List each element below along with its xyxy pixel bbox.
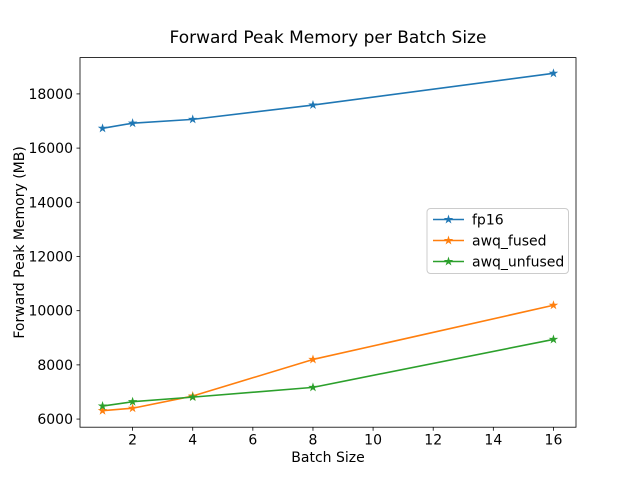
x-axis-label: Batch Size [291,450,364,466]
legend-frame [426,208,569,274]
y-tick-label: 8000 [37,358,73,374]
legend-label-awq_unfused: awq_unfused [472,255,564,271]
star-marker-awq_fused [97,405,108,415]
series-line-awq_unfused [102,338,554,407]
star-marker-awq_unfused [548,334,559,344]
series-line-awq_fused [102,304,554,412]
chart-title: Forward Peak Memory per Batch Size [170,28,487,48]
legend-sample-marker-fp16 [443,214,454,224]
legend-sample-marker-awq_unfused [443,256,454,266]
star-marker-awq_fused [308,354,318,364]
x-tick-label: 12 [424,433,442,449]
x-tick-label: 10 [364,433,382,449]
star-marker-fp16 [308,100,318,110]
star-marker-awq_unfused [127,396,138,406]
star-marker-fp16 [548,68,559,78]
star-marker-awq_fused [548,300,559,310]
y-tick-label: 6000 [37,412,73,428]
legend-sample-marker-awq_fused [443,235,454,245]
y-tick-label: 14000 [28,195,73,211]
x-tick-label: 6 [248,433,257,449]
x-tick-label: 4 [188,433,197,449]
x-tick-label: 14 [484,433,502,449]
star-marker-fp16 [187,114,198,124]
legend-label-awq_fused: awq_fused [472,234,547,250]
star-marker-awq_fused [127,403,138,413]
x-tick-label: 16 [545,433,563,449]
plot-area: 2 4 6 8 10 12 14 16 6000 8000 10000 12000 14000 16000… [28,57,577,449]
series-line-fp16 [102,72,554,130]
star-marker-awq_unfused [97,401,108,411]
y-tick-label: 12000 [28,249,73,265]
legend-box: fp16 awq_fused awq_unfused [426,208,569,274]
star-marker-awq_unfused [308,382,318,392]
y-axis-label: Forward Peak Memory (MB) [12,146,28,338]
x-tick-label: 2 [128,433,137,449]
star-marker-fp16 [127,118,138,128]
y-tick-label: 16000 [28,141,73,157]
star-marker-awq_unfused [187,392,198,402]
x-tick-label: 8 [309,433,318,449]
axes-spines [79,57,577,428]
legend-label-fp16: fp16 [472,213,504,229]
y-tick-label: 10000 [28,304,73,320]
star-marker-fp16 [97,123,108,133]
y-tick-label: 18000 [28,87,73,103]
